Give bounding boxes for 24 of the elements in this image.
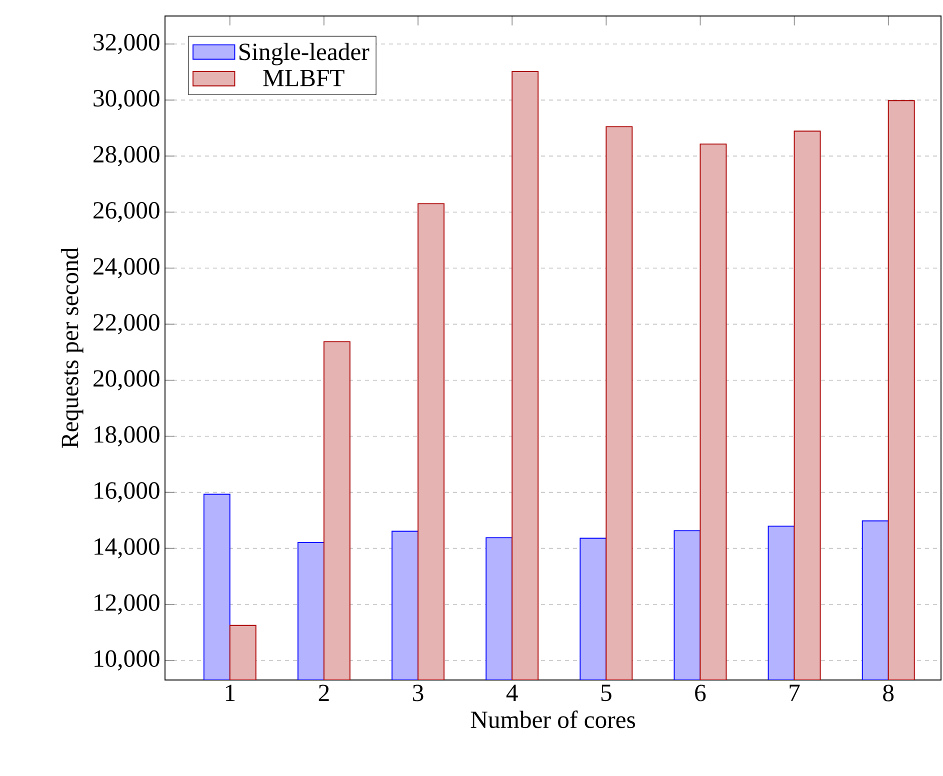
x-axis-title: Number of cores <box>470 710 636 728</box>
y-tick-label: 30,000 <box>94 90 160 110</box>
y-tick-label: 18,000 <box>94 426 160 446</box>
x-tick-label: 2 <box>318 684 329 702</box>
legend-label: MLBFT <box>263 70 344 86</box>
y-tick-label: 10,000 <box>94 650 160 670</box>
legend-label: Single-leader <box>240 42 370 66</box>
y-tick-label: 20,000 <box>94 370 160 390</box>
x-tick-label: 8 <box>883 684 894 702</box>
x-tick-label: 3 <box>413 684 424 702</box>
y-tick-label: 14,000 <box>94 538 160 558</box>
y-tick-label: 24,000 <box>94 258 160 278</box>
y-tick-label: 32,000 <box>94 34 160 54</box>
x-tick-label: 1 <box>226 684 235 701</box>
x-tick-label: 7 <box>790 684 800 701</box>
y-tick-label: 16,000 <box>94 482 160 502</box>
y-tick-label: 12,000 <box>94 594 160 614</box>
y-tick-label: 22,000 <box>94 314 160 334</box>
y-tick-label: 26,000 <box>94 202 160 222</box>
x-tick-label: 5 <box>601 684 612 702</box>
x-tick-label: 6 <box>695 684 706 702</box>
x-tick-label: 4 <box>506 684 518 701</box>
y-tick-label: 28,000 <box>94 146 160 166</box>
y-axis-title: Requests per second <box>60 248 84 448</box>
